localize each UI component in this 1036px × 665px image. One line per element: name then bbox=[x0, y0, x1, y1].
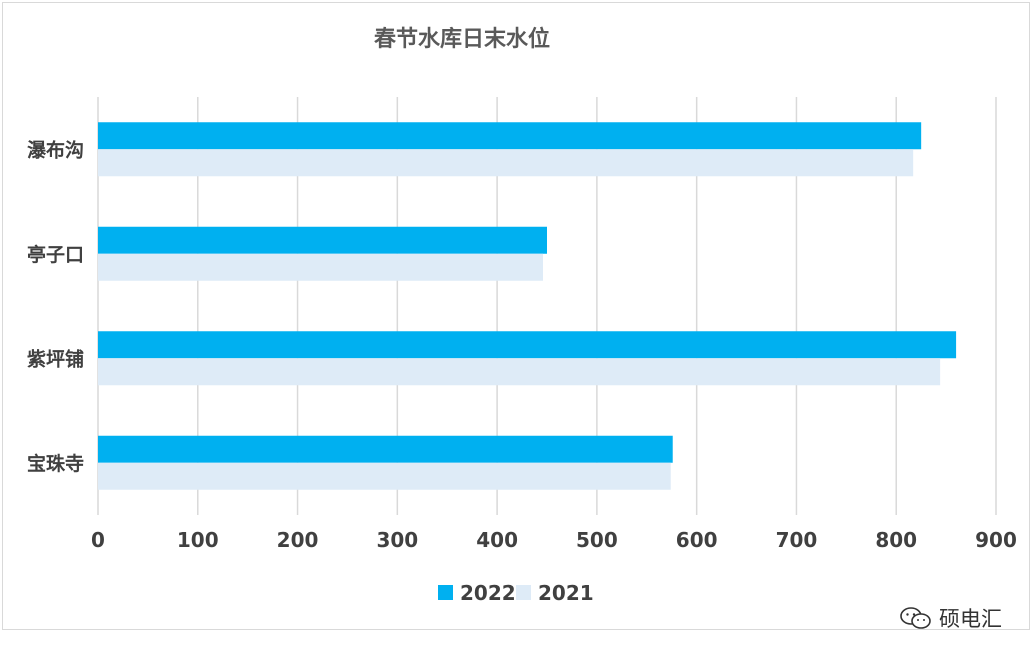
bars bbox=[98, 122, 957, 490]
legend-swatch bbox=[438, 585, 453, 600]
legend-swatch bbox=[516, 585, 531, 600]
category-label: 宝珠寺 bbox=[27, 452, 84, 475]
x-tick-label: 800 bbox=[875, 528, 917, 552]
watermark-text: 硕电汇 bbox=[939, 607, 1002, 631]
x-axis-tick-labels: 0 100 200 300 400 500 600 700 800 900 bbox=[91, 528, 1017, 552]
wechat-icon bbox=[900, 607, 931, 629]
category-label: 瀑布沟 bbox=[27, 138, 84, 161]
bar-2021 bbox=[98, 358, 941, 386]
bar-2022 bbox=[98, 331, 957, 359]
x-tick-label: 200 bbox=[277, 528, 319, 552]
x-tick-label: 0 bbox=[91, 528, 105, 552]
x-tick-label: 700 bbox=[776, 528, 818, 552]
x-tick-label: 100 bbox=[177, 528, 219, 552]
bar-2021 bbox=[98, 462, 671, 490]
x-tick-label: 600 bbox=[676, 528, 718, 552]
legend-label: 2022 bbox=[460, 581, 516, 605]
bar-2021 bbox=[98, 253, 544, 281]
chart-frame bbox=[2, 2, 1030, 630]
bar-2022 bbox=[98, 226, 547, 254]
legend: 2022 2021 bbox=[438, 581, 594, 605]
x-tick-label: 500 bbox=[576, 528, 618, 552]
legend-label: 2021 bbox=[538, 581, 594, 605]
x-tick-label: 900 bbox=[975, 528, 1017, 552]
bar-2022 bbox=[98, 435, 673, 463]
chart-title: 春节水库日末水位 bbox=[374, 26, 550, 52]
bar-2022 bbox=[98, 122, 922, 150]
x-tick-label: 300 bbox=[376, 528, 418, 552]
category-label: 紫坪铺 bbox=[27, 347, 84, 370]
category-label: 亭子口 bbox=[27, 243, 84, 266]
watermark: 硕电汇 bbox=[899, 603, 1002, 633]
x-tick-label: 400 bbox=[476, 528, 518, 552]
bar-2021 bbox=[98, 149, 914, 177]
